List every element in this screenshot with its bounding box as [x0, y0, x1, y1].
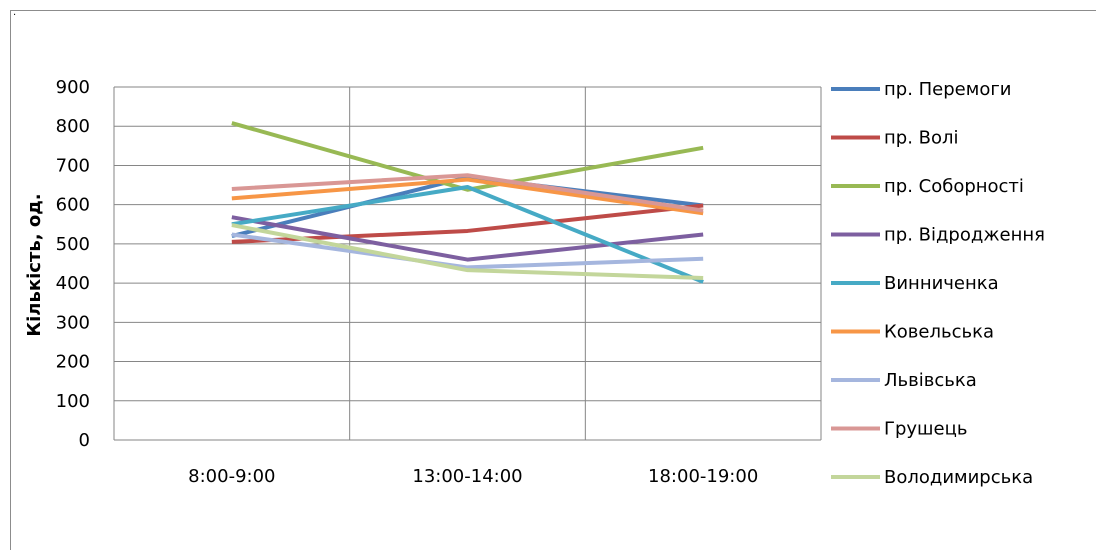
legend-entry-label: пр. Відродження: [884, 225, 1045, 246]
legend: пр. Перемоги пр. Волі пр. Соборності пр. Ві…: [831, 79, 1045, 488]
y-tick-label: 700: [56, 155, 90, 176]
y-tick-label: 400: [56, 273, 90, 294]
series-lines: [231, 121, 704, 284]
legend-entry-label: Володимирська: [884, 467, 1033, 488]
series-line: [231, 121, 704, 192]
series-line: [231, 203, 704, 244]
legend-entry-label: Винниченка: [884, 273, 999, 294]
corner-mark: .: [13, 7, 17, 18]
series-line: [231, 232, 704, 270]
y-tick-label: 300: [56, 312, 90, 333]
chart-frame: .: [10, 7, 1096, 550]
legend-entry-label: пр. Перемоги: [884, 79, 1012, 100]
x-tick-label: 18:00-19:00: [648, 466, 758, 487]
series-line: [231, 185, 704, 284]
legend-entry-label: пр. Соборності: [884, 176, 1024, 197]
series-line: [231, 177, 704, 216]
y-tick-label: 200: [56, 352, 90, 373]
legend-entry-label: Грушець: [884, 419, 967, 440]
y-tick-label: 800: [56, 116, 90, 137]
y-tick-label: 600: [56, 195, 90, 216]
legend-entry-label: Львівська: [884, 370, 977, 391]
series-line: [231, 173, 704, 213]
y-axis-label: Кількість, од.: [24, 193, 45, 336]
y-tick-label: 500: [56, 234, 90, 255]
legend-entry-label: Ковельська: [884, 322, 994, 343]
series-line: [231, 223, 704, 281]
x-tick-label: 13:00-14:00: [412, 466, 522, 487]
y-tick-labels: 0 100 200 300 400 500 600 700 800 900: [56, 77, 90, 451]
gridlines: [113, 86, 822, 441]
y-tick-label: 0: [79, 430, 90, 451]
legend-entry-label: пр. Волі: [884, 128, 959, 149]
x-tick-label: 8:00-9:00: [188, 466, 275, 487]
y-tick-label: 900: [56, 77, 90, 98]
series-line: [231, 215, 704, 262]
x-tick-labels: 8:00-9:00 13:00-14:00 18:00-19:00: [188, 466, 758, 487]
y-tick-label: 100: [56, 391, 90, 412]
